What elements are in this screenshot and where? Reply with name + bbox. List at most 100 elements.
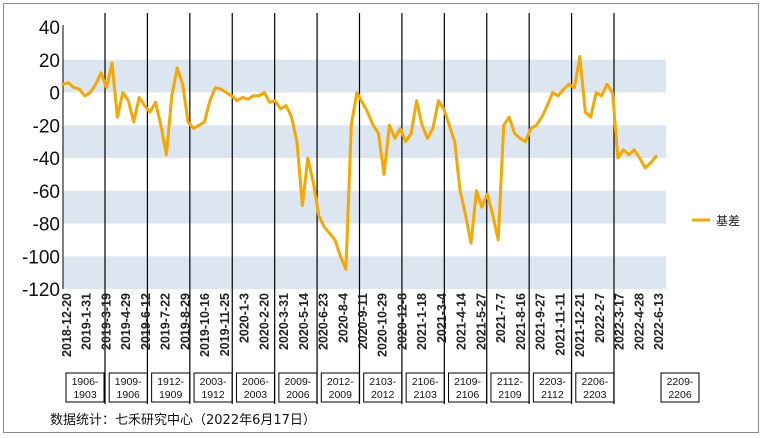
x-tick-label: 2021-1-18	[415, 293, 429, 350]
x-tick-label: 2020-2-20	[257, 293, 271, 350]
contract-period-frame	[278, 372, 318, 403]
contract-period-frame	[193, 372, 233, 403]
y-tick-label: 40	[39, 18, 60, 39]
shaded-bands	[63, 59, 666, 289]
contract-period-box: 2206-2203	[575, 372, 615, 403]
contract-period-top: 2009-	[284, 376, 311, 388]
x-tick-label: 2019-10-16	[198, 293, 212, 357]
contract-period-bottom: 2103	[413, 389, 437, 401]
contract-period-frame	[320, 372, 360, 403]
x-tick-label: 2021-11-11	[553, 293, 567, 356]
contract-period-top: 1909-	[115, 376, 142, 388]
legend: 基差	[692, 214, 740, 228]
x-tick-label: 2020-9-11	[356, 293, 370, 349]
contract-period-frame	[363, 372, 403, 403]
contract-period-frame	[660, 372, 700, 403]
y-tick-label: 0	[49, 84, 60, 105]
y-tick-labels: 40 20 0 -20 -40 -60 -80 -100 -120	[22, 18, 60, 301]
contract-period-bottom: 1909	[159, 389, 183, 401]
x-tick-label: 2022-6-13	[652, 293, 666, 350]
contract-period-box: 2209-2206	[660, 372, 700, 403]
contract-period-frame	[405, 372, 445, 403]
contract-period-box: 2106-2103	[405, 372, 445, 403]
x-tick-label: 2021-5-27	[474, 293, 488, 350]
contract-period-top: 1912-	[157, 376, 184, 388]
source-note: 数据统计：七禾研究中心（2022年6月17日）	[50, 413, 316, 428]
x-tick-label: 2021-4-14	[455, 293, 469, 350]
contract-period-box: 2109-2106	[448, 372, 488, 403]
x-tick-label: 2022-2-7	[593, 293, 607, 343]
legend-label: 基差	[716, 214, 740, 228]
x-tick-label: 2019-1-31	[80, 293, 94, 350]
contract-period-frame	[448, 372, 488, 403]
contract-period-top: 2012-	[327, 376, 354, 388]
y-tick-label: -20	[33, 116, 60, 137]
contract-period-frame	[65, 372, 105, 403]
contract-period-top: 2112-	[497, 376, 524, 388]
x-tick-label: 2022-4-28	[632, 293, 646, 350]
contract-period-top: 2106-	[412, 376, 439, 388]
contract-period-box: 2009-2006	[278, 372, 318, 403]
contract-period-box: 1909-1906	[108, 372, 148, 403]
contract-period-bottom: 1903	[73, 389, 97, 401]
x-tick-label: 2021-9-27	[534, 293, 548, 350]
shaded-band-1	[63, 125, 666, 158]
y-tick-label: -40	[33, 149, 60, 170]
contract-period-top: 2006-	[242, 376, 269, 388]
x-tick-label: 2022-3-17	[613, 293, 627, 350]
contract-period-bottom: 2206	[668, 389, 692, 401]
contract-period-box: 2112-2109	[490, 372, 530, 403]
contract-period-frame	[235, 372, 275, 403]
contract-period-bottom: 2003	[244, 389, 268, 401]
contract-period-bottom: 2106	[456, 389, 480, 401]
contract-period-box: 2003-1912	[193, 372, 233, 403]
x-tick-label: 2018-12-20	[60, 293, 74, 357]
contract-period-top: 2206-	[581, 376, 608, 388]
x-tick-label: 2019-3-19	[99, 293, 113, 350]
contract-period-bottom: 2203	[583, 389, 607, 401]
contract-period-top: 2003-	[200, 376, 227, 388]
x-tick-label: 2019-11-25	[218, 293, 232, 356]
contract-period-frame	[575, 372, 615, 403]
x-tick-label: 2019-6-12	[139, 293, 153, 350]
x-tick-label: 2020-6-23	[317, 293, 331, 350]
contract-period-top: 2109-	[454, 376, 481, 388]
contract-period-frame	[490, 372, 530, 403]
x-tick-label: 2020-1-3	[238, 293, 252, 343]
contract-period-top: 1906-	[72, 376, 99, 388]
x-tick-label: 2021-12-21	[573, 293, 587, 357]
shaded-band-2	[63, 190, 666, 224]
x-tick-label: 2021-8-16	[514, 293, 528, 350]
contract-period-top: 2103-	[369, 376, 396, 388]
contract-period-box: 1906-1903	[65, 372, 105, 403]
y-tick-label: -80	[33, 215, 60, 236]
x-tick-label: 2020-10-29	[376, 293, 390, 357]
x-tick-label: 2019-4-29	[119, 293, 133, 350]
contract-period-frame	[151, 372, 191, 403]
x-tick-label: 2021-7-7	[494, 293, 508, 343]
y-tick-label: -100	[22, 247, 60, 268]
x-tick-label: 2019-7-22	[159, 293, 173, 350]
contract-period-bottom: 1906	[117, 389, 141, 401]
y-tick-label: -120	[22, 280, 60, 301]
chart-frame	[3, 3, 759, 433]
contract-period-boxes: 1906-19031909-19061912-19092003-19122006…	[65, 372, 700, 403]
y-tick-label: 20	[39, 51, 60, 72]
x-tick-label: 2020-3-31	[277, 293, 291, 350]
contract-period-bottom: 2009	[329, 389, 353, 401]
contract-period-frame	[532, 372, 572, 403]
shaded-band-3	[63, 256, 666, 289]
contract-period-box: 2103-2012	[363, 372, 403, 403]
x-tick-label: 2020-8-4	[336, 293, 350, 343]
contract-period-top: 2209-	[667, 376, 694, 388]
series-line-basis	[61, 55, 658, 271]
contract-period-box: 1912-1909	[151, 372, 191, 403]
x-tick-label: 2020-12-8	[395, 293, 409, 350]
y-tick-label: -60	[33, 182, 60, 203]
x-tick-label: 2020-5-14	[297, 293, 311, 350]
contract-period-bottom: 2012	[371, 389, 395, 401]
contract-period-bottom: 1912	[201, 389, 225, 401]
contract-period-box: 2006-2003	[235, 372, 275, 403]
contract-period-bottom: 2109	[498, 389, 522, 401]
